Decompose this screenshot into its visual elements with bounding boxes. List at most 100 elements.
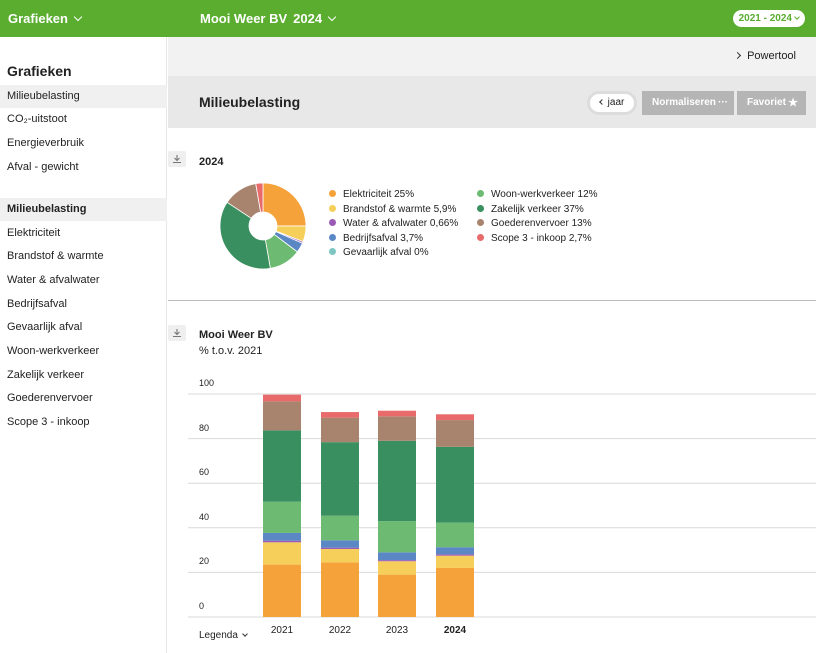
legend-item[interactable]: Woon-werkverkeer 12% (477, 189, 598, 200)
sidebar-item-brandstof[interactable]: Brandstof & warmte (0, 245, 167, 268)
company-name: Mooi Weer BV (200, 11, 288, 26)
legend-item[interactable]: Elektriciteit 25% (329, 189, 414, 200)
legend-label: Brandstof & warmte 5,9% (343, 203, 457, 215)
legend-item[interactable]: Brandstof & warmte 5,9% (329, 204, 456, 215)
bar-segment-2021-water-afvalwater[interactable] (263, 540, 301, 543)
download-icon[interactable] (168, 325, 186, 341)
sidebar-item-milieubelasting[interactable]: Milieubelasting (0, 85, 167, 108)
bar-segment-2021-elektriciteit[interactable] (263, 564, 301, 617)
legend-item[interactable]: Zakelijk verkeer 37% (477, 204, 584, 215)
y-tick-label: 0 (199, 601, 205, 611)
bar-segment-2023-elektriciteit[interactable] (378, 574, 416, 617)
bar-segment-2021-woon-werkverkeer[interactable] (263, 501, 301, 533)
bar-chart-title: Mooi Weer BV (199, 329, 273, 341)
range-selector[interactable]: 2021 - 2024 (732, 10, 805, 27)
x-tick-label: 2024 (443, 625, 467, 636)
chevron-down-icon (327, 12, 337, 22)
legend-swatch (329, 190, 336, 197)
year-toggle-button[interactable]: jaar (587, 91, 637, 115)
legend-label: Zakelijk verkeer 37% (491, 203, 584, 215)
sidebar-item-goederenvervoer[interactable]: Goederenvervoer (0, 387, 167, 410)
bar-segment-2022-bedrijfsafval[interactable] (321, 540, 359, 548)
y-tick-label: 20 (199, 556, 210, 567)
sidebar-item-label: Water & afvalwater (7, 274, 100, 286)
sidebar-item-label: Energieverbruik (7, 137, 85, 149)
sidebar-item-bedrijfsafval[interactable]: Bedrijfsafval (0, 293, 167, 316)
bar-segment-2021-bedrijfsafval[interactable] (263, 532, 301, 541)
pie-slice-scope-3-inkoop[interactable] (255, 182, 264, 213)
bar-segment-2023-brandstof-warmte[interactable] (378, 561, 416, 575)
bar-segment-2022-water-afvalwater[interactable] (321, 547, 359, 549)
company-year-selector[interactable]: Mooi Weer BV 2024 (200, 11, 337, 26)
legend-item[interactable]: Water & afvalwater 0,66% (329, 218, 458, 229)
bar-segment-2021-scope-3-inkoop[interactable] (263, 394, 301, 402)
bar-segment-2023-water-afvalwater[interactable] (378, 560, 416, 562)
bar-segment-2024-bedrijfsafval[interactable] (436, 547, 474, 555)
normalize-button[interactable]: Normaliseren ··· (642, 91, 734, 115)
bar-segment-2022-brandstof-warmte[interactable] (321, 548, 359, 563)
sidebar-item-co2-uitstoot[interactable]: CO₂-uitstoot (0, 108, 167, 131)
legend-item[interactable]: Gevaarlijk afval 0% (329, 247, 429, 258)
legend-swatch (477, 204, 484, 212)
legend-swatch (329, 233, 336, 241)
bar-segment-2022-elektriciteit[interactable] (321, 562, 359, 617)
bar-segment-2024-zakelijk-verkeer[interactable] (436, 446, 474, 523)
legend-item[interactable]: Goederenvervoer 13% (477, 218, 592, 229)
bar-segment-2021-goederenvervoer[interactable] (263, 401, 301, 431)
bar-segment-2023-goederenvervoer[interactable] (378, 416, 416, 441)
bar-segment-2023-scope-3-inkoop[interactable] (378, 410, 416, 417)
bar-segment-2022-woon-werkverkeer[interactable] (321, 515, 359, 541)
sidebar-item-scope3-inkoop[interactable]: Scope 3 - inkoop (0, 411, 167, 434)
chevron-down-icon (73, 12, 83, 22)
charts-menu-button[interactable]: Grafieken (8, 11, 83, 26)
x-tick-label: 2022 (328, 625, 352, 636)
pie-slice-zakelijk-verkeer[interactable] (219, 201, 271, 270)
y-tick-label: 100 (199, 378, 215, 388)
bar-segment-2024-woon-werkverkeer[interactable] (436, 522, 474, 548)
legend-swatch (329, 204, 336, 212)
bar-segment-2024-water-afvalwater[interactable] (436, 554, 474, 556)
legend-label: Goederenvervoer 13% (491, 218, 592, 230)
bar-segment-2024-goederenvervoer[interactable] (436, 420, 474, 447)
x-tick-label: 2023 (385, 625, 409, 636)
pie-chart (219, 182, 307, 270)
top-bar: Grafieken Mooi Weer BV 2024 2021 - 2024 (0, 0, 816, 37)
bar-segment-2023-zakelijk-verkeer[interactable] (378, 440, 416, 522)
bar-segment-2023-woon-werkverkeer[interactable] (378, 521, 416, 553)
sidebar-item-elektriciteit[interactable]: Elektriciteit (0, 222, 167, 245)
title-bar: Milieubelasting jaar Normaliseren ··· Fav… (168, 76, 816, 128)
main-content: Powertool Milieubelasting jaar Normalise… (168, 37, 816, 653)
sidebar-item-water[interactable]: Water & afvalwater (0, 269, 167, 292)
sidebar-item-energieverbruik[interactable]: Energieverbruik (0, 132, 167, 155)
sidebar-item-milieubelasting-group[interactable]: Milieubelasting (0, 198, 167, 221)
favorite-button[interactable]: Favoriet ★ (737, 91, 806, 115)
sidebar-item-afval-gewicht[interactable]: Afval - gewicht (0, 156, 167, 179)
sidebar-item-label: Zakelijk verkeer (7, 369, 85, 381)
sidebar-item-label: Elektriciteit (7, 227, 61, 239)
powertool-link[interactable]: Powertool (734, 50, 796, 62)
bar-segment-2022-goederenvervoer[interactable] (321, 417, 359, 443)
legend-toggle[interactable]: Legenda (199, 630, 248, 641)
bar-segment-2024-elektriciteit[interactable] (436, 567, 474, 617)
legend-toggle-label: Legenda (199, 630, 238, 641)
sidebar-item-zakelijk-verkeer[interactable]: Zakelijk verkeer (0, 364, 167, 387)
bar-segment-2024-brandstof-warmte[interactable] (436, 555, 474, 568)
download-icon[interactable] (168, 151, 186, 167)
bar-segment-2024-scope-3-inkoop[interactable] (436, 414, 474, 421)
bar-segment-2021-zakelijk-verkeer[interactable] (263, 430, 301, 502)
bar-segment-2022-scope-3-inkoop[interactable] (321, 412, 359, 418)
legend-item[interactable]: Scope 3 - inkoop 2,7% (477, 233, 592, 244)
sidebar-item-gevaarlijk-afval[interactable]: Gevaarlijk afval (0, 316, 167, 339)
sidebar: Grafieken Milieubelasting CO₂-uitstoot E… (0, 37, 167, 653)
bar-segment-2023-bedrijfsafval[interactable] (378, 552, 416, 561)
stacked-bar-chart (188, 393, 816, 618)
legend-swatch (329, 248, 336, 256)
sidebar-item-label: Milieubelasting (7, 90, 80, 102)
legend-label: Woon-werkverkeer 12% (491, 189, 598, 200)
sidebar-item-woon-werkverkeer[interactable]: Woon-werkverkeer (0, 340, 167, 363)
bar-segment-2022-zakelijk-verkeer[interactable] (321, 442, 359, 516)
pie-slice-elektriciteit[interactable] (262, 182, 307, 227)
legend-item[interactable]: Bedrijfsafval 3,7% (329, 233, 423, 244)
legend-swatch (477, 219, 484, 227)
bar-segment-2021-brandstof-warmte[interactable] (263, 542, 301, 565)
